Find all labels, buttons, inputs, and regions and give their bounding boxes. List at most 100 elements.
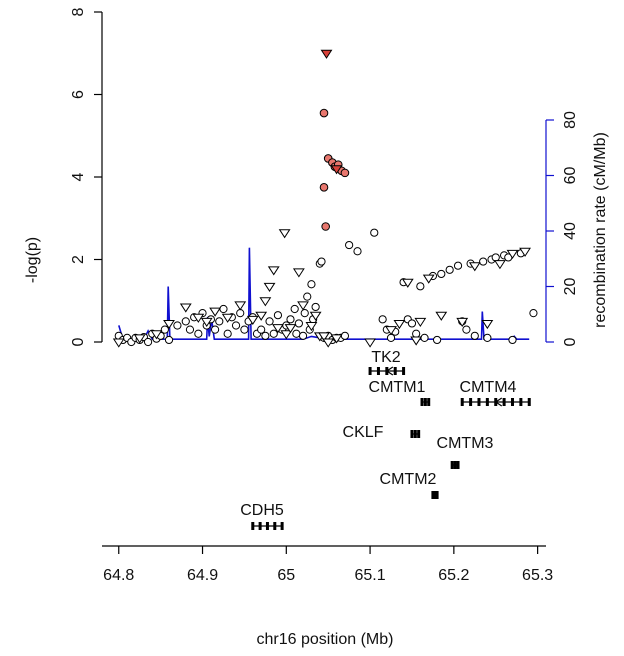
snp-point — [261, 331, 270, 340]
snp-point — [210, 325, 220, 334]
snp-point — [420, 333, 429, 342]
snp-triangle — [278, 229, 291, 239]
snp-point — [194, 329, 203, 338]
snp-triangle — [401, 278, 414, 288]
snp-point-highlight — [319, 108, 329, 118]
snp-point-highlight — [321, 222, 330, 231]
snp-point — [219, 304, 228, 314]
snp-triangle — [284, 324, 297, 334]
snp-point — [491, 253, 500, 262]
x-axis-title: chr16 position (Mb) — [257, 631, 394, 648]
snp-point — [300, 309, 309, 318]
gene-label: CKLF — [343, 424, 384, 441]
gene-exon — [431, 491, 435, 499]
snp-point-highlight — [319, 183, 329, 192]
gene-exon — [393, 367, 397, 375]
snp-point — [340, 331, 350, 340]
gene-exon — [258, 522, 262, 530]
points-layer — [112, 49, 538, 348]
snp-point — [479, 257, 488, 266]
gene-label: CMTM1 — [369, 379, 426, 396]
gene-exon — [527, 398, 531, 406]
snp-point-highlight — [340, 168, 350, 178]
snp-point — [181, 317, 190, 326]
x-tick-label: 65.2 — [438, 567, 469, 584]
gene-label: CMTM3 — [437, 435, 494, 452]
snp-triangle — [179, 303, 192, 313]
snp-triangle — [309, 311, 322, 321]
snp-triangle — [393, 319, 406, 330]
gene-label: CMTM4 — [460, 379, 517, 396]
gene-exon — [453, 461, 457, 469]
snp-point — [412, 329, 421, 338]
snp-point — [462, 325, 471, 334]
snp-point — [231, 321, 241, 330]
strand-arrow — [495, 397, 503, 407]
snp-point — [317, 257, 326, 266]
snp-point — [529, 309, 538, 318]
snp-triangle — [481, 319, 494, 330]
gene-exon — [469, 398, 473, 406]
snp-point — [453, 261, 463, 270]
gene-exon — [477, 398, 481, 406]
gene-cmtm4: CMTM4 — [460, 379, 531, 407]
gene-exon — [376, 367, 380, 375]
gene-exon — [410, 430, 414, 438]
snp-point — [416, 282, 425, 291]
snp-triangle — [221, 313, 234, 323]
snp-point — [236, 309, 245, 318]
gene-label: CMTM2 — [380, 471, 437, 488]
snp-triangle — [422, 274, 435, 284]
y2-axis-title: recombination rate (cM/Mb) — [592, 132, 609, 328]
snp-triangle — [267, 266, 280, 276]
gene-exon — [417, 430, 421, 438]
snp-triangle-highlight — [330, 165, 343, 175]
snp-triangle — [292, 268, 305, 278]
strand-arrow — [386, 366, 394, 376]
snp-triangle — [255, 311, 268, 321]
y-tick-label: 8 — [70, 7, 87, 16]
y2-tick-label: 80 — [562, 111, 579, 129]
snp-triangle — [435, 311, 448, 321]
snp-triangle — [468, 262, 481, 272]
snp-point — [185, 325, 195, 334]
snp-point — [307, 280, 316, 289]
snp-triangle — [112, 338, 125, 348]
snp-triangle — [305, 322, 318, 332]
snp-point — [160, 325, 169, 334]
y2-tick-label: 0 — [562, 337, 579, 346]
snp-triangle — [200, 317, 213, 328]
snp-point — [269, 329, 278, 338]
gene-cmtm2: CMTM2 — [380, 471, 439, 499]
snp-point — [483, 333, 492, 342]
snp-triangle — [246, 315, 259, 325]
snp-point — [240, 325, 249, 334]
snp-triangle — [272, 324, 284, 334]
snp-point — [273, 311, 283, 320]
gene-exon — [450, 461, 454, 469]
gene-exon — [502, 398, 506, 406]
snp-point — [303, 292, 312, 301]
snp-point — [164, 335, 174, 345]
gene-exon — [402, 367, 406, 375]
snp-point — [370, 228, 379, 237]
gene-label: CDH5 — [240, 502, 284, 519]
gene-exon — [368, 367, 372, 375]
snp-triangle — [519, 247, 531, 257]
snp-point — [432, 335, 442, 345]
y-axis-title: -log(p) — [24, 237, 41, 283]
snp-triangle — [192, 313, 205, 323]
snp-triangle — [263, 282, 276, 292]
gene-exon — [460, 398, 464, 406]
gene-exon — [435, 491, 439, 499]
x-tick-label: 64.8 — [103, 567, 134, 584]
snp-triangle — [163, 319, 175, 330]
snp-point — [173, 321, 182, 330]
snp-point — [345, 240, 354, 250]
snp-triangle — [364, 338, 376, 348]
y-tick-label: 6 — [70, 90, 87, 99]
x-tick-label: 65.1 — [355, 567, 386, 584]
snp-triangle — [330, 334, 343, 344]
snp-point — [286, 315, 295, 324]
